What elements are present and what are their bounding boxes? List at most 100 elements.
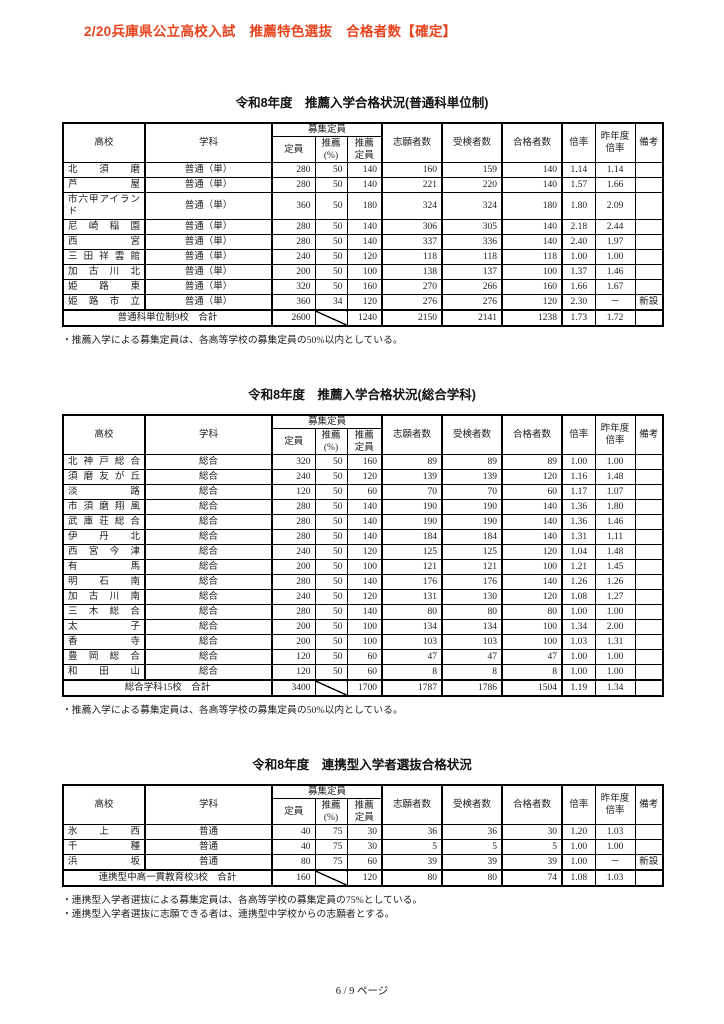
cell-remarks [634,589,664,605]
table-note: ・連携型入学者選抜に志願できる者は、連携型中学校からの志願者とする。 [62,909,395,920]
cell-capacity: 280 [271,219,316,235]
cell-applicants: 103 [381,634,443,650]
total-cell-capacity: 2600 [271,309,316,327]
cell-ratio: 1.16 [561,469,596,485]
col-header-dept: 学科 [144,414,273,455]
cell-examinees: 70 [441,484,503,500]
cell-school: 氷上西 [62,824,146,840]
total-cell-applicants: 80 [381,869,443,887]
cell-prev_ratio: 2.09 [594,192,636,220]
cell-dept: 総合 [144,499,273,515]
col-header-rec-pct: 推薦 (%) [314,136,348,163]
cell-rec_pct: 50 [314,234,348,250]
total-cell-remarks [634,869,664,887]
cell-ratio: 1.80 [561,192,596,220]
cell-prev_ratio: 1.48 [594,469,636,485]
cell-rec_pct: 50 [314,484,348,500]
cell-examinees: 139 [441,469,503,485]
cell-rec_cap: 30 [346,839,383,855]
cell-capacity: 240 [271,469,316,485]
cell-accepted: 160 [501,279,563,295]
cell-remarks [634,649,664,665]
cell-rec_pct: 50 [314,574,348,590]
cell-school: 三田祥雲館 [62,249,146,265]
cell-dept: 普通 [144,824,273,840]
cell-school: 伊丹北 [62,529,146,545]
col-header-capacity: 定員 [271,136,316,163]
table-row: 明石南 総合 280 50 140 176 176 140 1.26 1.26 [62,574,664,590]
cell-capacity: 240 [271,589,316,605]
total-cell-remarks [634,309,664,327]
cell-accepted: 100 [501,264,563,280]
col-header-accepted: 合格者数 [501,414,563,455]
diagonal-slash-cell [314,679,348,697]
total-label: 総合学科15校 合計 [62,679,273,697]
cell-rec_cap: 140 [346,604,383,620]
table-row: 北神戸総合 総合 320 50 160 89 89 89 1.00 1.00 [62,454,664,470]
diagonal-slash-cell [314,869,348,887]
cell-remarks: 新設 [634,294,664,311]
table-row: 千種 普通 40 75 30 5 5 5 1.00 1.00 [62,839,664,855]
cell-rec_cap: 160 [346,279,383,295]
table-title: 令和8年度 推薦入学合格状況(総合学科) [248,388,476,402]
cell-applicants: 176 [381,574,443,590]
cell-school: 加古川北 [62,264,146,280]
cell-applicants: 276 [381,294,443,311]
cell-rec_cap: 120 [346,294,383,311]
cell-remarks [634,529,664,545]
table-row: 淡路 総合 120 50 60 70 70 60 1.17 1.07 [62,484,664,500]
table-body: 氷上西 普通 40 75 30 36 36 30 1.20 1.03 千種 普通 40 75 30 5 5 5 1.… [62,824,664,887]
cell-dept: 総合 [144,469,273,485]
cell-accepted: 89 [501,454,563,470]
cell-capacity: 240 [271,249,316,265]
cell-rec_cap: 160 [346,454,383,470]
cell-applicants: 39 [381,854,443,871]
cell-dept: 総合 [144,664,273,681]
table-row: 浜坂 普通 80 75 60 39 39 39 1.00 －新設 [62,854,664,871]
total-cell-examinees: 1786 [441,679,503,697]
cell-rec_pct: 50 [314,469,348,485]
section-renkei: 令和8年度 連携型入学者選抜合格状況 高校 学科 募集定員 志願者数 受検者数 … [62,754,665,922]
cell-remarks [634,619,664,635]
cell-examinees: 103 [441,634,503,650]
cell-capacity: 40 [271,824,316,840]
cell-examinees: 36 [441,824,503,840]
cell-accepted: 140 [501,219,563,235]
table-row: 三田祥雲館 普通（単） 240 50 120 118 118 118 1.00 1.00 [62,249,664,265]
table-note: ・推薦入学による募集定員は、各高等学校の募集定員の50%以内としている。 [62,705,403,716]
cell-remarks [634,559,664,575]
cell-rec_cap: 100 [346,264,383,280]
cell-rec_pct: 50 [314,177,348,193]
cell-applicants: 36 [381,824,443,840]
col-header-rec-cap: 推薦 定員 [346,136,383,163]
col-header-applicants: 志願者数 [381,122,443,163]
cell-prev_ratio: 1.00 [594,249,636,265]
total-cell-ratio: 1.19 [561,679,596,697]
cell-applicants: 160 [381,162,443,178]
cell-capacity: 280 [271,529,316,545]
cell-rec_cap: 140 [346,219,383,235]
cell-prev_ratio: 1.80 [594,499,636,515]
cell-remarks [634,514,664,530]
cell-dept: 総合 [144,589,273,605]
cell-school: 北須磨 [62,162,146,178]
cell-rec_pct: 50 [314,219,348,235]
cell-ratio: 2.30 [561,294,596,311]
cell-prev_ratio: 1.00 [594,664,636,681]
cell-rec_pct: 50 [314,664,348,681]
table-header: 高校 学科 募集定員 志願者数 受検者数 合格者数 倍率 昨年度 倍率 備考 定… [62,784,664,825]
col-header-school: 高校 [62,414,146,455]
cell-dept: 普通（単） [144,294,273,311]
results-table-renkei: 高校 学科 募集定員 志願者数 受検者数 合格者数 倍率 昨年度 倍率 備考 定… [62,784,665,887]
cell-rec_pct: 50 [314,559,348,575]
cell-capacity: 200 [271,634,316,650]
cell-rec_pct: 50 [314,604,348,620]
cell-examinees: 190 [441,499,503,515]
cell-applicants: 125 [381,544,443,560]
cell-dept: 普通（単） [144,177,273,193]
table-row: 三木総合 総合 280 50 140 80 80 80 1.00 1.00 [62,604,664,620]
cell-examinees: 39 [441,854,503,871]
cell-dept: 普通（単） [144,162,273,178]
cell-rec_cap: 60 [346,484,383,500]
cell-school: 浜坂 [62,854,146,871]
